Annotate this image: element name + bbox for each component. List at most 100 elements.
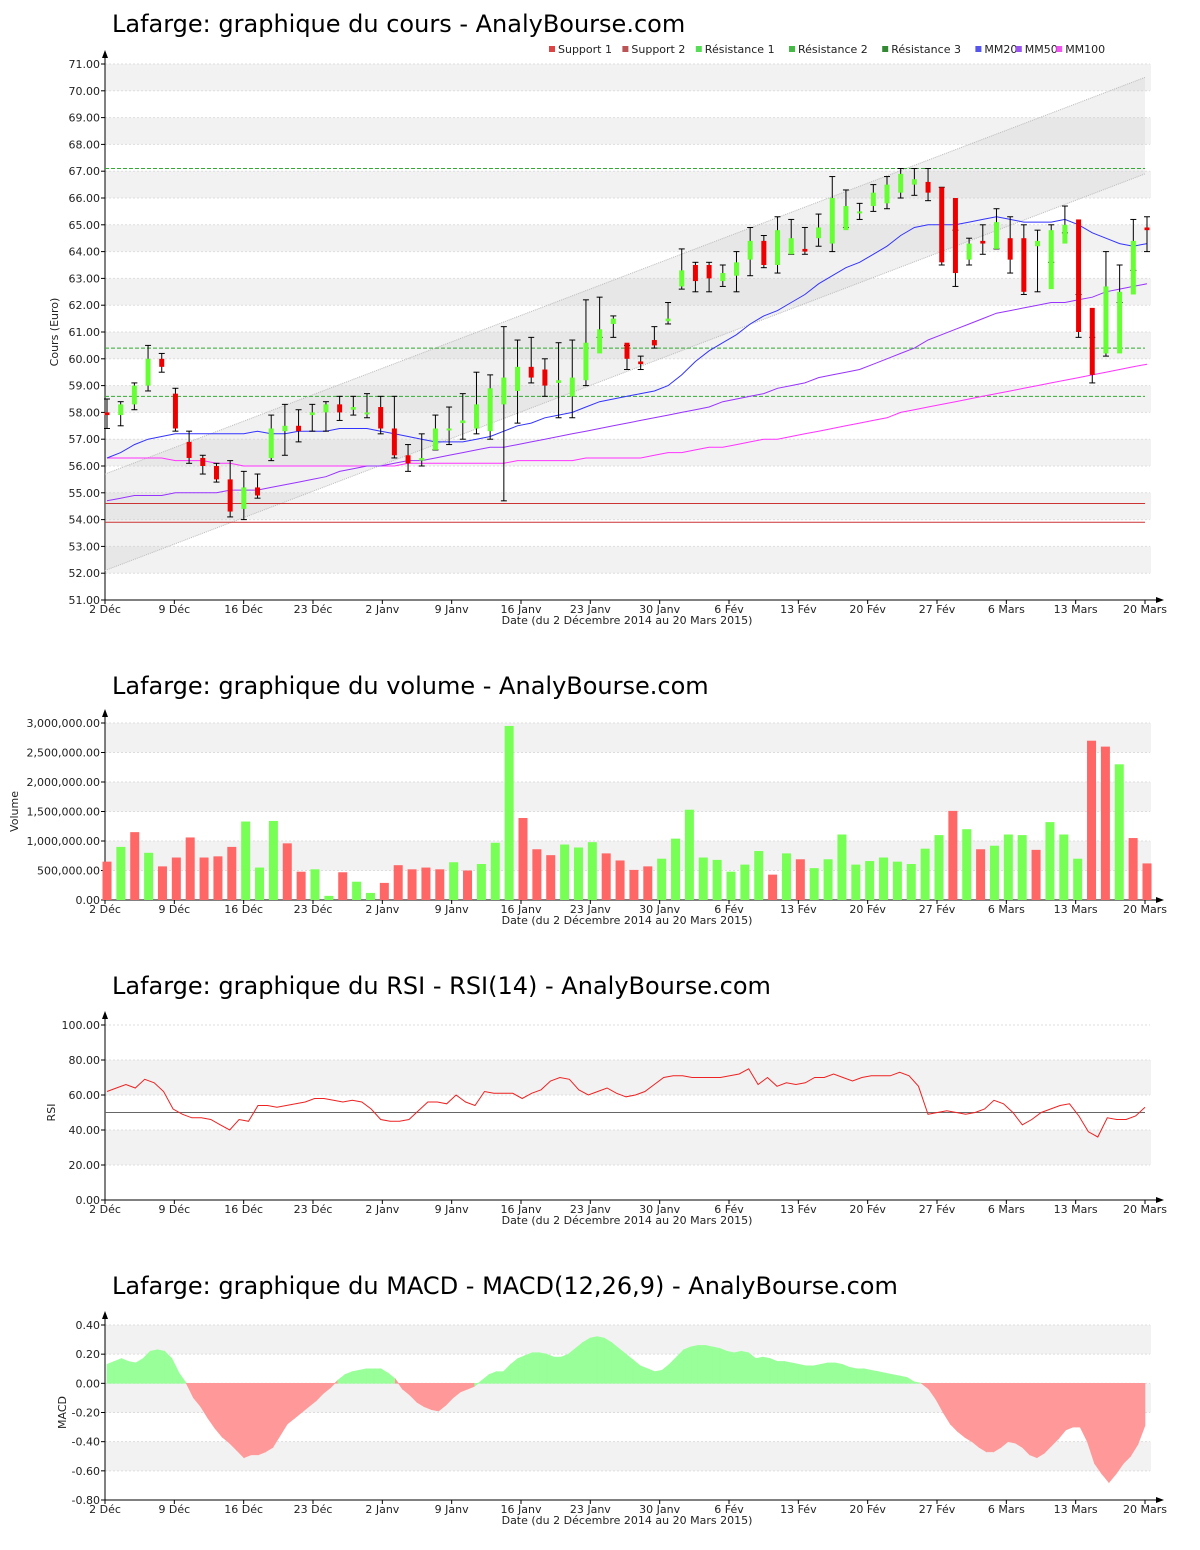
y-tick-label: 63.00 bbox=[69, 272, 101, 285]
x-axis-arrow bbox=[1156, 597, 1164, 603]
candle-body bbox=[419, 457, 425, 461]
volume-bar bbox=[560, 844, 570, 900]
macd-area-segment bbox=[214, 1383, 223, 1439]
x-tick-label: 27 Fév bbox=[919, 903, 956, 916]
rsi-line bbox=[106, 1068, 1146, 1138]
candle-body bbox=[528, 366, 534, 378]
x-tick-label: 23 Déc bbox=[294, 1503, 333, 1516]
macd-area-segment bbox=[265, 1383, 274, 1453]
macd-area-segment bbox=[286, 1383, 295, 1425]
macd-area-segment bbox=[661, 1363, 670, 1384]
macd-area-segment bbox=[849, 1366, 857, 1384]
macd-area-segment bbox=[279, 1383, 288, 1437]
macd-area-segment bbox=[827, 1362, 836, 1384]
volume-bar bbox=[185, 837, 195, 900]
candle-body bbox=[487, 388, 493, 432]
macd-area-segment bbox=[481, 1373, 490, 1384]
y-axis-title: RSI bbox=[45, 1104, 58, 1122]
volume-chart-title: Lafarge: graphique du volume - AnalyBour… bbox=[112, 672, 709, 700]
y-tick-label: 52.00 bbox=[69, 567, 101, 580]
x-tick-label: 9 Déc bbox=[158, 903, 190, 916]
macd-area-segment bbox=[1108, 1383, 1117, 1484]
y-axis-title: Volume bbox=[8, 791, 21, 832]
legend-label: Support 2 bbox=[631, 43, 685, 56]
volume-bar bbox=[809, 868, 819, 900]
macd-area-segment bbox=[1094, 1383, 1103, 1475]
candle-body bbox=[802, 248, 808, 252]
x-tick-label: 6 Fév bbox=[714, 603, 744, 616]
mm20-line bbox=[106, 216, 1148, 459]
macd-area-segment bbox=[704, 1345, 713, 1384]
volume-bar bbox=[157, 866, 167, 900]
x-tick-label: 6 Mars bbox=[988, 1203, 1025, 1216]
volume-panel: Lafarge: graphique du volume - AnalyBour… bbox=[0, 665, 1200, 950]
macd-area-segment bbox=[503, 1363, 511, 1384]
volume-bar bbox=[573, 847, 583, 900]
macd-area-segment bbox=[294, 1383, 302, 1419]
x-tick-label: 6 Fév bbox=[714, 1203, 744, 1216]
macd-area-segment bbox=[1058, 1383, 1067, 1440]
macd-area-segment bbox=[178, 1372, 187, 1384]
macd-area-segment bbox=[712, 1346, 721, 1384]
macd-area-segment bbox=[272, 1383, 281, 1449]
x-tick-label: 2 Janv bbox=[365, 1503, 399, 1516]
grid-band bbox=[105, 1060, 1151, 1095]
macd-chart-title: Lafarge: graphique du MACD - MACD(12,26,… bbox=[112, 1272, 898, 1300]
volume-bar bbox=[227, 846, 237, 900]
rsi-chart-title: Lafarge: graphique du RSI - RSI(14) - An… bbox=[112, 972, 771, 1000]
macd-area-segment bbox=[106, 1361, 115, 1384]
candle-body bbox=[706, 265, 712, 279]
macd-area-segment bbox=[1101, 1383, 1110, 1484]
macd-area-segment bbox=[950, 1383, 958, 1433]
y-tick-label: 58.00 bbox=[69, 406, 101, 419]
macd-area-segment bbox=[604, 1337, 612, 1384]
x-tick-label: 2 Janv bbox=[365, 1203, 399, 1216]
volume-bar bbox=[781, 853, 791, 900]
volume-bar bbox=[1073, 858, 1083, 900]
candle-body bbox=[692, 265, 698, 282]
mm50-line bbox=[106, 283, 1148, 502]
legend-swatch bbox=[1015, 46, 1022, 52]
macd-area-segment bbox=[1123, 1383, 1131, 1465]
macd-area-segment bbox=[380, 1368, 389, 1384]
x-tick-label: 23 Déc bbox=[294, 603, 333, 616]
volume-bar bbox=[476, 864, 486, 900]
grid-band bbox=[105, 117, 1151, 145]
legend-swatch bbox=[1056, 46, 1063, 52]
macd-area-segment bbox=[1036, 1383, 1045, 1459]
candle-body bbox=[268, 428, 274, 458]
x-tick-label: 13 Mars bbox=[1054, 1503, 1098, 1516]
macd-area-segment bbox=[1022, 1383, 1030, 1456]
volume-bar bbox=[684, 809, 694, 900]
macd-area-segment bbox=[611, 1341, 620, 1384]
grid-band bbox=[105, 439, 1151, 466]
volume-bar bbox=[324, 895, 334, 900]
x-tick-label: 2 Déc bbox=[89, 903, 121, 916]
x-tick-label: 13 Fév bbox=[780, 603, 817, 616]
x-tick-label: 16 Janv bbox=[501, 603, 542, 616]
candle-body bbox=[720, 273, 726, 282]
trend-channel-lower bbox=[104, 173, 1146, 571]
candle-body bbox=[542, 369, 548, 386]
y-tick-label: 61.00 bbox=[69, 326, 101, 339]
macd-area-segment bbox=[373, 1368, 382, 1384]
y-tick-label: 64.00 bbox=[69, 246, 101, 259]
macd-area-segment bbox=[135, 1358, 144, 1384]
macd-area-segment bbox=[834, 1362, 843, 1384]
candle-body bbox=[323, 404, 329, 413]
macd-area-segment bbox=[957, 1383, 966, 1438]
macd-area-segment bbox=[157, 1349, 165, 1384]
volume-bar bbox=[268, 820, 278, 900]
macd-area-segment bbox=[676, 1349, 684, 1384]
x-axis-title: Date (du 2 Décembre 2014 au 20 Mars 2015… bbox=[502, 614, 753, 627]
y-axis-arrow bbox=[102, 50, 108, 58]
macd-area-segment bbox=[993, 1383, 1002, 1453]
macd-area-segment bbox=[229, 1383, 238, 1452]
macd-area-segment bbox=[741, 1350, 749, 1384]
volume-bar bbox=[130, 832, 140, 900]
candle-body bbox=[227, 479, 233, 512]
volume-bar bbox=[546, 855, 556, 900]
grid-band bbox=[105, 1325, 1151, 1355]
candle-body bbox=[213, 466, 219, 480]
macd-area-segment bbox=[914, 1381, 922, 1384]
